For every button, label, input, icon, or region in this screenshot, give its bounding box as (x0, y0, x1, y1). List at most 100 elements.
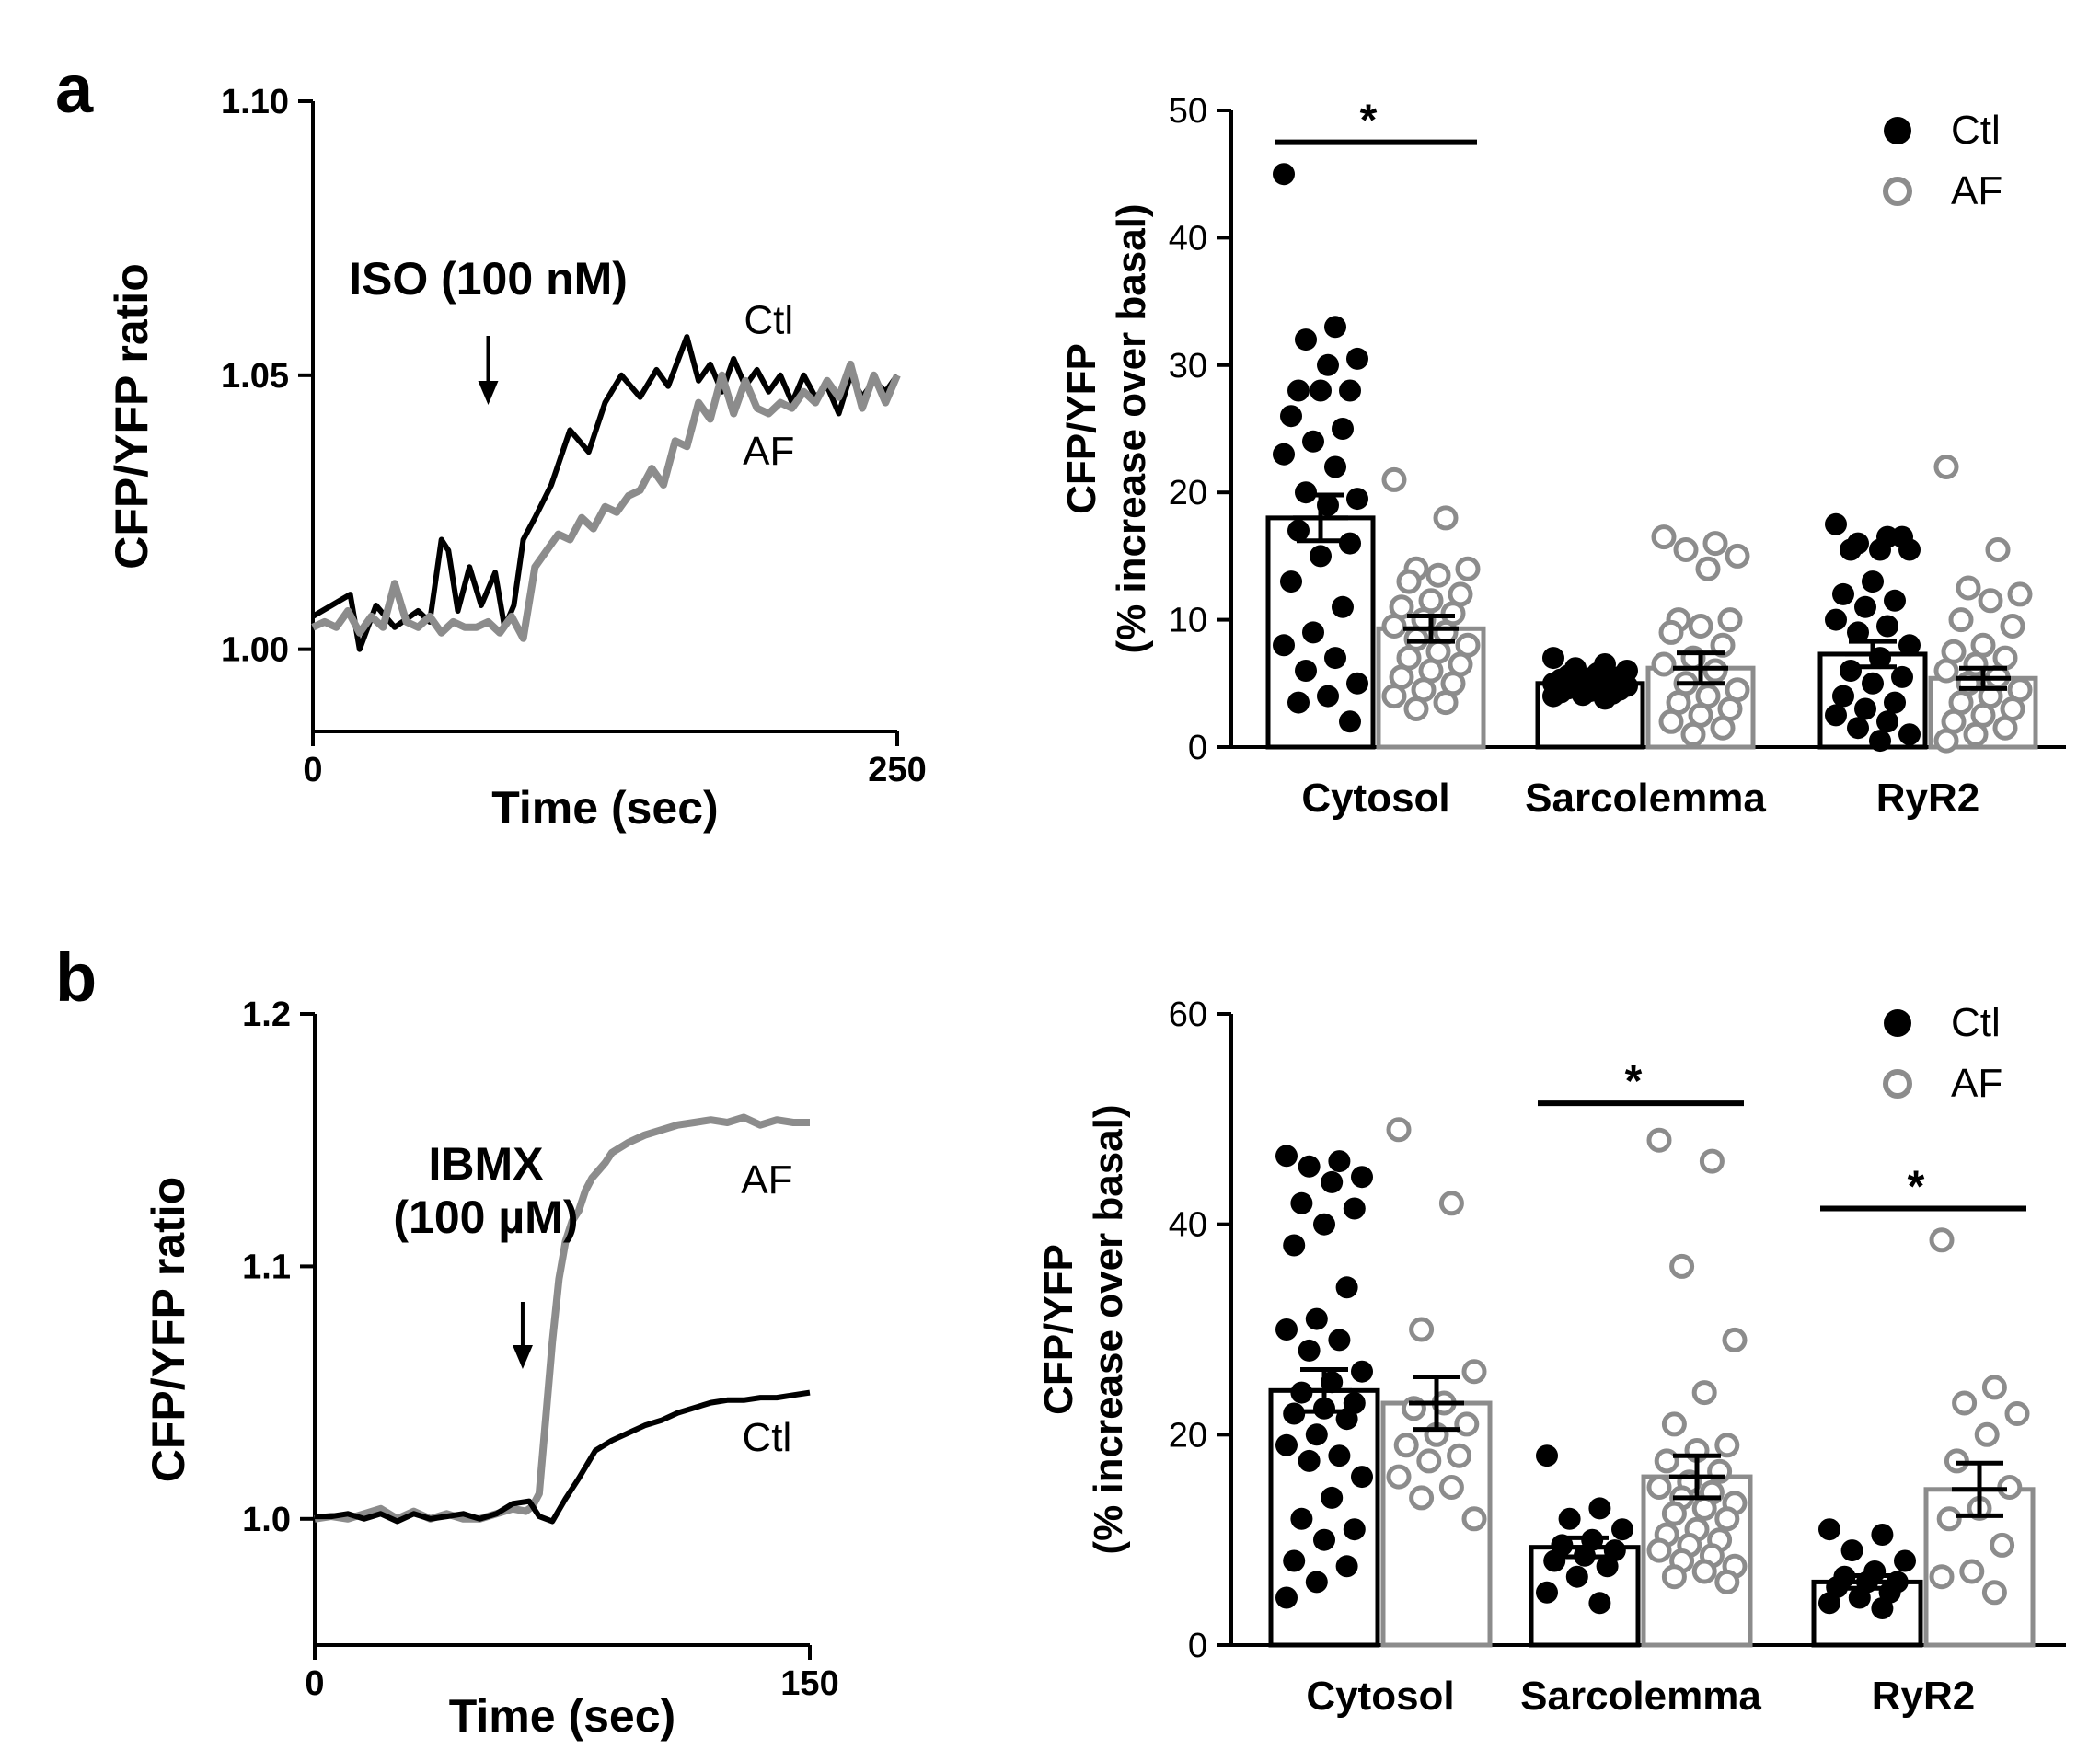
y-tick-label: 20 (1169, 1416, 1207, 1455)
category-label: Cytosol (1301, 776, 1449, 821)
data-point-af (1425, 562, 1451, 588)
data-point-ctl (1339, 532, 1361, 555)
significance-star: * (1625, 1057, 1643, 1106)
data-point-ctl (1884, 691, 1906, 714)
y-tick-label: 1.0 (242, 1501, 291, 1539)
annotation-arrow-head (512, 1345, 533, 1369)
data-point-af (1403, 696, 1429, 721)
y-tick-label: 40 (1169, 219, 1207, 258)
data-point-ctl (1891, 525, 1913, 548)
data-point-af (1699, 1148, 1725, 1174)
data-point-ctl (1339, 710, 1361, 733)
data-point-ctl (1321, 1170, 1344, 1193)
significance-star: * (1908, 1163, 1925, 1212)
legend-marker-ctl (1884, 117, 1911, 144)
data-point-ctl (1275, 1586, 1298, 1609)
y-tick-label: 1.10 (221, 83, 289, 121)
x-tick-label: 0 (303, 751, 322, 789)
data-point-af (1710, 632, 1736, 658)
data-point-af (1929, 1227, 1955, 1253)
legend-marker-af (1883, 177, 1912, 206)
category-label: RyR2 (1876, 776, 1980, 821)
y-tick-label: 1.00 (221, 631, 289, 670)
data-point-af (1990, 1532, 2015, 1558)
data-point-af (1959, 1559, 1985, 1584)
data-point-af (1691, 1495, 1717, 1521)
data-point-ctl (1588, 1592, 1611, 1615)
data-point-ctl (1295, 481, 1317, 504)
data-point-af (1680, 721, 1706, 747)
data-point-ctl (1328, 1444, 1351, 1468)
data-point-ctl (1324, 647, 1346, 670)
data-point-af (1381, 684, 1407, 709)
data-point-af (1933, 728, 1959, 754)
y-axis-label: (% increase over basal) (1109, 203, 1154, 653)
data-point-ctl (1832, 582, 1854, 605)
y-tick-label: 1.1 (242, 1248, 291, 1286)
data-point-ctl (1328, 1329, 1351, 1352)
bar-chart-a: 0 10 20 30 40 50 CFP/YFP (% increase over basal… (1059, 92, 2066, 821)
data-point-af (2000, 614, 2025, 639)
annotation-arrow-head (478, 381, 499, 405)
data-point-ctl (1871, 1524, 1894, 1546)
data-point-ctl (1847, 621, 1869, 644)
data-point-af (1646, 1475, 1672, 1500)
data-point-af (1992, 715, 2018, 741)
data-point-af (1433, 690, 1459, 716)
y-tick-label: 0 (1188, 729, 1207, 767)
data-point-af (1933, 455, 1959, 479)
data-point-af (1661, 1564, 1687, 1590)
y-axis-label: CFP/YFP (1036, 1244, 1081, 1415)
y-tick-label: 1.05 (221, 357, 289, 396)
data-point-af (1673, 537, 1699, 562)
annotation-text: (100 µM) (393, 1191, 578, 1243)
data-point-ctl (1295, 660, 1317, 682)
data-point-af (1455, 556, 1481, 581)
data-point-af (1381, 614, 1407, 639)
data-point-af (1936, 1506, 1962, 1532)
data-point-af (1714, 1506, 1740, 1532)
data-point-ctl (1869, 538, 1891, 561)
data-point-af (1654, 1448, 1679, 1474)
data-point-ctl (1310, 379, 1332, 402)
data-point-ctl (1273, 634, 1295, 657)
data-point-af (1688, 614, 1713, 639)
data-point-ctl (1313, 1528, 1335, 1551)
x-tick-label: 0 (305, 1664, 324, 1703)
data-point-ctl (1818, 1592, 1840, 1615)
data-point-ctl (1588, 1497, 1611, 1520)
data-point-ctl (1290, 1191, 1313, 1214)
data-point-af (1646, 1537, 1672, 1563)
data-point-ctl (1346, 347, 1368, 370)
data-point-ctl (1558, 1507, 1581, 1530)
data-point-af (1386, 1117, 1412, 1143)
data-point-af (1646, 1127, 1672, 1153)
line-chart-b: 1.0 1.1 1.2 0 150 Time (sec) CFP/YFP ratio AF Ct… (143, 996, 839, 1742)
legend-label-ctl: Ctl (1951, 108, 2001, 153)
data-point-af (1381, 466, 1407, 492)
data-point-af (1658, 708, 1684, 734)
data-point-ctl (1317, 685, 1339, 708)
data-point-af (1714, 1569, 1740, 1594)
series-label-ctl: Ctl (744, 297, 793, 342)
data-point-ctl (1847, 717, 1869, 740)
data-point-ctl (1869, 730, 1891, 753)
data-point-af (1695, 556, 1721, 581)
data-point-ctl (1298, 1339, 1321, 1362)
data-point-af (2007, 581, 2033, 607)
data-point-ctl (1280, 405, 1302, 428)
data-point-ctl (1283, 1402, 1306, 1425)
data-point-ctl (1536, 1581, 1558, 1604)
data-point-af (1691, 1559, 1717, 1584)
y-axis-label: CFP/YFP (1059, 343, 1104, 514)
series-line-af (311, 360, 901, 642)
data-point-af (1461, 1359, 1487, 1385)
data-point-ctl (1335, 1276, 1358, 1299)
y-tick-label: 30 (1169, 347, 1207, 386)
data-point-af (1933, 658, 1959, 684)
data-point-ctl (1565, 1565, 1588, 1588)
data-point-ctl (1287, 519, 1310, 542)
series-label-af: AF (743, 429, 794, 474)
y-axis-label: CFP/YFP ratio (106, 263, 157, 569)
data-point-af (1691, 1380, 1717, 1406)
